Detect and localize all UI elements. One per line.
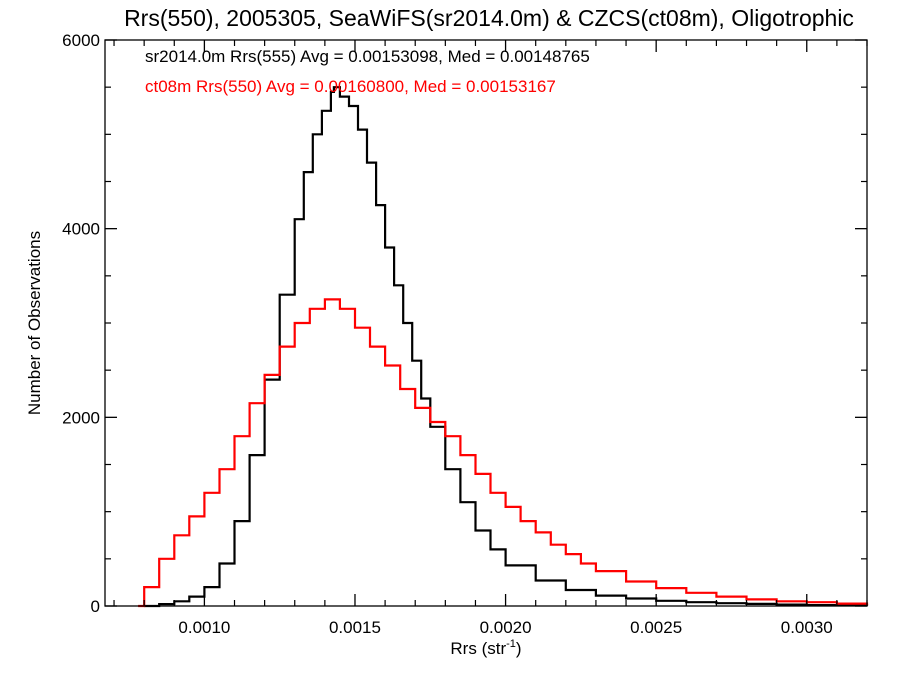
y-tick-label: 2000 — [62, 408, 100, 427]
x-tick-label: 0.0020 — [480, 618, 532, 637]
x-axis: 0.0010 0.0015 0.0020 0.0025 0.0030 — [113, 40, 868, 637]
x-tick-label: 0.0010 — [178, 618, 230, 637]
y-axis: 0 2000 4000 6000 — [62, 31, 867, 616]
y-tick-label: 0 — [91, 597, 100, 616]
chart-title: Rrs(550), 2005305, SeaWiFS(sr2014.0m) & … — [124, 5, 854, 31]
x-tick-label: 0.0015 — [329, 618, 381, 637]
x-axis-label-suffix: ) — [516, 639, 522, 658]
x-tick-label: 0.0025 — [630, 618, 682, 637]
x-axis-label-text: Rrs (str — [450, 639, 506, 658]
x-axis-label: Rrs (str-1) — [450, 638, 521, 658]
x-axis-label-superscript: -1 — [506, 638, 516, 650]
y-axis-label: Number of Observations — [25, 231, 44, 415]
y-tick-label: 6000 — [62, 31, 100, 50]
legend-entry-red: ct08m Rrs(550) Avg = 0.00160800, Med = 0… — [145, 77, 556, 96]
legend-entry-black: sr2014.0m Rrs(555) Avg = 0.00153098, Med… — [145, 47, 590, 66]
x-tick-label: 0.0030 — [781, 618, 833, 637]
y-tick-label: 4000 — [62, 220, 100, 239]
series-line-ct08m — [138, 298, 869, 608]
